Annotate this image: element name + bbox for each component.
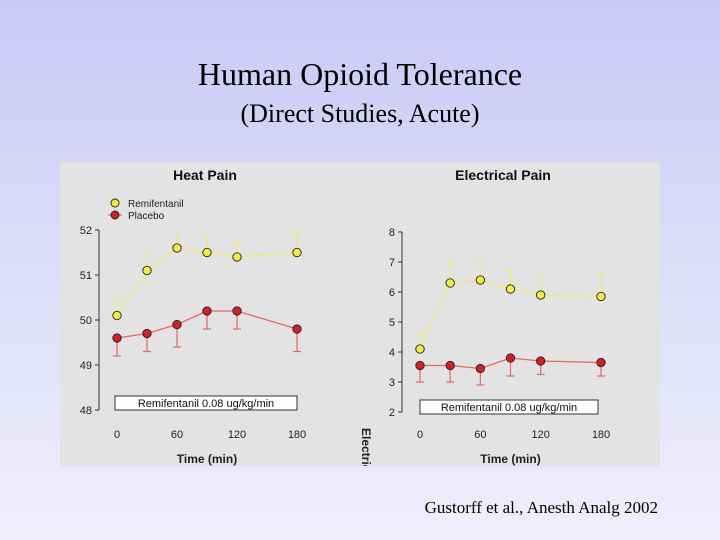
electrical-placebo-point bbox=[505, 353, 516, 363]
electrical-pain-chart: Electrical Pain 2 3 4 5 6 7 8 0 60 120 180 Time (min… bbox=[359, 167, 610, 472]
electrical-remifentanil-point bbox=[415, 344, 425, 354]
electrical-placebo-point bbox=[536, 356, 546, 366]
heat-y-tick-label: 49 bbox=[80, 360, 92, 372]
electrical-placebo-point bbox=[475, 363, 485, 374]
slide-subtitle: (Direct Studies, Acute) bbox=[240, 99, 480, 128]
heat-placebo-point bbox=[232, 306, 242, 316]
electrical-chart-title: Electrical Pain bbox=[455, 167, 551, 183]
electrical-placebo-line bbox=[420, 357, 602, 370]
electrical-infusion-bar bbox=[419, 399, 599, 415]
electrical-placebo-point bbox=[445, 360, 455, 371]
electrical-remifentanil-point bbox=[505, 284, 516, 294]
heat-y-tick-label: 51 bbox=[80, 270, 92, 282]
heat-x-tick-label: 180 bbox=[288, 429, 306, 441]
electrical-placebo-point bbox=[415, 360, 425, 371]
heat-remifentanil-point bbox=[142, 265, 152, 276]
electrical-x-axis-label: Time (min) bbox=[480, 452, 540, 466]
electrical-remifentanil-line bbox=[419, 279, 602, 350]
heat-remifentanil-point bbox=[292, 247, 302, 258]
electrical-y-tick-label: 8 bbox=[389, 227, 395, 239]
heat-remifentanil-point bbox=[112, 310, 122, 321]
citation: Gustorff et al., Anesth Analg 2002 bbox=[424, 498, 658, 517]
heat-infusion-label: Remifentanil 0.08 ug/kg/min bbox=[138, 398, 274, 410]
heat-placebo-line bbox=[116, 310, 298, 339]
electrical-x-tick-label: 180 bbox=[592, 429, 610, 441]
heat-pain-chart: Heat Pain 48 49 50 51 52 0 60 120 180 Time (min) Re… bbox=[80, 167, 306, 466]
electrical-y-tick-label: 5 bbox=[389, 317, 395, 329]
heat-placebo-point bbox=[142, 328, 152, 339]
electrical-y-tick-label: 4 bbox=[389, 347, 395, 359]
heat-placebo-point bbox=[112, 333, 122, 343]
electrical-x-tick-label: 60 bbox=[474, 429, 486, 441]
electrical-x-tick-label: 0 bbox=[417, 429, 423, 441]
electrical-y-tick-label: 7 bbox=[389, 257, 395, 269]
heat-y-tick-label: 52 bbox=[80, 225, 92, 237]
heat-y-tick-label: 48 bbox=[80, 405, 92, 417]
figure-panel: Heat Pain 48 49 50 51 52 0 60 120 180 Time (min) Re… bbox=[60, 162, 660, 472]
electrical-x-tick-label: 120 bbox=[531, 429, 549, 441]
electrical-remifentanil-point bbox=[445, 278, 455, 288]
heat-remifentanil-point bbox=[172, 243, 182, 253]
heat-x-tick-label: 0 bbox=[114, 429, 120, 441]
slide-title: Human Opioid Tolerance bbox=[197, 56, 523, 92]
heat-x-tick-label: 60 bbox=[171, 429, 183, 441]
heat-y-tick-label: 50 bbox=[80, 315, 92, 327]
electrical-y-axis-label: Electric bbox=[359, 428, 373, 466]
heat-remifentanil-point bbox=[202, 247, 212, 258]
heat-remifentanil-point bbox=[232, 252, 242, 262]
heat-placebo-point bbox=[292, 324, 302, 334]
electrical-remifentanil-point bbox=[475, 275, 485, 285]
electrical-y-tick-label: 3 bbox=[389, 377, 395, 389]
electrical-y-tick-label: 6 bbox=[389, 287, 395, 299]
heat-legend-label: Placebo bbox=[128, 211, 165, 222]
electrical-infusion-label: Remifentanil 0.08 ug/kg/min bbox=[441, 402, 577, 414]
heat-placebo-point bbox=[172, 319, 182, 330]
electrical-y-tick-label: 2 bbox=[389, 407, 395, 419]
heat-legend-label: Remifentanil bbox=[128, 199, 184, 210]
heat-infusion-bar bbox=[114, 395, 298, 411]
heat-legend-marker bbox=[110, 210, 120, 220]
heat-x-axis-label: Time (min) bbox=[177, 452, 237, 466]
heat-placebo-point bbox=[202, 306, 212, 316]
electrical-remifentanil-point bbox=[596, 291, 606, 302]
electrical-placebo-point bbox=[596, 357, 606, 368]
heat-chart-title: Heat Pain bbox=[173, 167, 237, 183]
heat-remifentanil-line bbox=[116, 247, 298, 316]
heat-legend-marker bbox=[110, 198, 120, 208]
electrical-remifentanil-point bbox=[536, 290, 546, 300]
heat-x-tick-label: 120 bbox=[228, 429, 246, 441]
